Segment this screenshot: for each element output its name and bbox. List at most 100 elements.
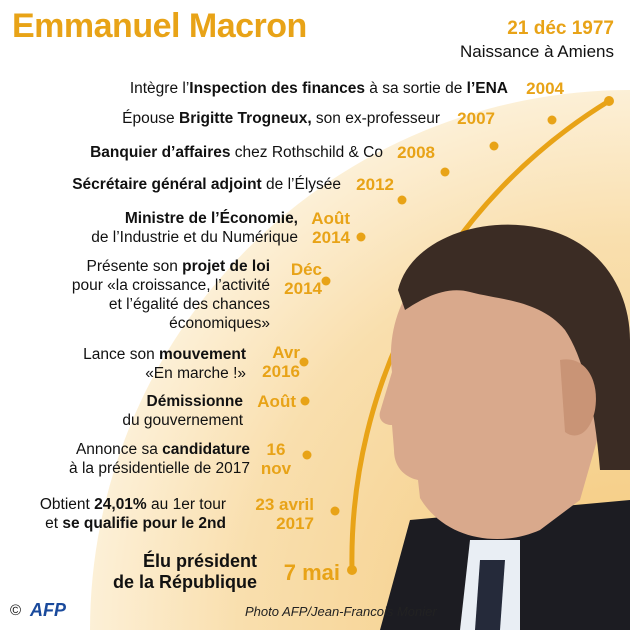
event-line: de la République (113, 572, 257, 593)
event-date: 2008 (397, 143, 435, 162)
event-description: Intègre l’Inspection des finances à sa s… (130, 79, 508, 98)
timeline-event: Lance son mouvement «En marche !» (0, 345, 246, 385)
timeline-dot (347, 565, 357, 575)
event-line: «En marche !» (83, 364, 246, 383)
timeline-event: Ministre de l’Économie, de l’Industrie e… (0, 209, 298, 249)
photo-credit: Photo AFP/Jean-Francois Monier (245, 604, 437, 619)
event-date: 23 avril 2017 (255, 495, 314, 533)
event-date: Août 2014 (311, 209, 350, 247)
event-line: Sécrétaire général adjoint de l’Élysée (72, 175, 341, 194)
event-text-fragment: Banquier d’affaires (90, 144, 231, 161)
event-text-fragment: et l’égalité des chances (108, 296, 270, 313)
event-text-fragment: Ministre de l’Économie, (124, 210, 298, 227)
event-text-fragment: l’ENA (466, 80, 508, 97)
timeline-dot (489, 141, 499, 151)
event-line: Lance son mouvement (83, 345, 246, 364)
event-line: Ministre de l’Économie, (91, 209, 298, 228)
timeline-dot (397, 195, 407, 205)
timeline-event: Intègre l’Inspection des finances à sa s… (0, 79, 508, 99)
timeline-event: Sécrétaire général adjoint de l’Élysée (0, 175, 341, 195)
event-line: économiques» (72, 314, 270, 333)
portrait-ear (560, 359, 596, 436)
event-description: Ministre de l’Économie, de l’Industrie e… (91, 209, 298, 247)
event-text-fragment: à sa sortie de (364, 80, 467, 97)
event-text-fragment: de l’Élysée (261, 176, 341, 193)
afp-logo: AFP (30, 600, 66, 620)
event-description: Obtient 24,01% au 1er tour et se qualifi… (40, 495, 226, 533)
event-text-fragment: projet de loi (182, 258, 270, 275)
event-line: Obtient 24,01% au 1er tour (40, 495, 226, 514)
event-text-fragment: économiques» (169, 315, 270, 332)
event-text-fragment: à la présidentielle de 2017 (69, 460, 250, 477)
timeline-dots (299, 96, 614, 575)
timeline-event: Épouse Brigitte Trogneux, son ex-profess… (0, 109, 440, 129)
event-line: de l’Industrie et du Numérique (91, 228, 298, 247)
event-description: Sécrétaire général adjoint de l’Élysée (72, 175, 341, 194)
event-text-fragment: 24,01% (94, 496, 147, 513)
event-text-fragment: son ex-professeur (311, 110, 440, 127)
event-text-fragment: candidature (162, 441, 250, 458)
page-title: Emmanuel Macron (12, 7, 307, 45)
event-text-fragment: Présente son (86, 258, 183, 275)
event-text-fragment: de l’Industrie et du Numérique (91, 229, 298, 246)
event-line: du gouvernement (122, 411, 243, 430)
event-line: Annonce sa candidature (69, 440, 250, 459)
timeline-event: Présente son projet de loi pour «la croi… (0, 257, 270, 335)
event-text-fragment: Sécrétaire général adjoint (72, 176, 262, 193)
portrait-hair (398, 224, 630, 470)
event-description: Épouse Brigitte Trogneux, son ex-profess… (122, 109, 440, 128)
portrait-face (379, 253, 603, 540)
event-text-fragment: et (45, 515, 63, 532)
portrait-tie (475, 560, 505, 630)
timeline-event: Banquier d’affaires chez Rothschild & Co (0, 143, 383, 163)
event-text-fragment: Démissionne (146, 393, 243, 410)
event-text-fragment: au 1er tour (146, 496, 226, 513)
timeline-dot (300, 396, 310, 406)
timeline-dot (330, 506, 340, 516)
event-text-fragment: se qualifie pour le 2nd (62, 515, 226, 532)
timeline-event: Obtient 24,01% au 1er tour et se qualifi… (0, 495, 226, 535)
event-line: pour «la croissance, l’activité (72, 276, 270, 295)
timeline-dot (356, 232, 366, 242)
event-line: Banquier d’affaires chez Rothschild & Co (90, 143, 383, 162)
event-date: Août (257, 392, 296, 411)
event-text-fragment: Obtient (39, 496, 95, 513)
event-text-fragment: Annonce sa (75, 441, 163, 458)
event-description: Élu président de la République (113, 551, 257, 593)
event-line: et se qualifie pour le 2nd (40, 514, 226, 533)
event-text-fragment: Intègre l’ (129, 80, 190, 97)
event-line: Démissionne (122, 392, 243, 411)
event-text-fragment: de la République (112, 572, 257, 592)
event-text-fragment: Lance son (83, 346, 159, 363)
event-date: Avr 2016 (262, 343, 300, 381)
timeline-dot (440, 167, 450, 177)
event-text-fragment: du gouvernement (122, 412, 243, 429)
event-description: Lance son mouvement «En marche !» (83, 345, 246, 383)
event-line: Épouse Brigitte Trogneux, son ex-profess… (122, 109, 440, 128)
event-date: 2007 (457, 109, 495, 128)
event-line: Intègre l’Inspection des finances à sa s… (130, 79, 508, 98)
event-date: Déc 2014 (284, 260, 322, 298)
event-line: Présente son projet de loi (72, 257, 271, 276)
event-text-fragment: Inspection des finances (189, 80, 365, 97)
timeline-dot (299, 357, 309, 367)
event-text-fragment: Épouse (122, 110, 179, 127)
event-description: Démissionne du gouvernement (122, 392, 243, 430)
timeline-event: Élu président de la République (0, 551, 257, 595)
timeline-event: Annonce sa candidature à la présidentiel… (0, 440, 250, 480)
birth-date: 21 déc 1977 (507, 18, 614, 39)
event-description: Annonce sa candidature à la présidentiel… (69, 440, 250, 478)
portrait-photo (379, 224, 630, 630)
event-date: 2012 (356, 175, 394, 194)
event-text-fragment: «En marche !» (145, 365, 246, 382)
event-text-fragment: pour «la croissance, l’activité (71, 277, 270, 294)
event-date: 16 nov (260, 440, 292, 478)
timeline-dot (604, 96, 614, 106)
timeline-dot (302, 450, 312, 460)
event-text-fragment: Brigitte Trogneux, (179, 110, 312, 127)
event-text-fragment: mouvement (159, 346, 246, 363)
timeline-event: Démissionne du gouvernement (0, 392, 243, 432)
event-description: Banquier d’affaires chez Rothschild & Co (90, 143, 383, 162)
